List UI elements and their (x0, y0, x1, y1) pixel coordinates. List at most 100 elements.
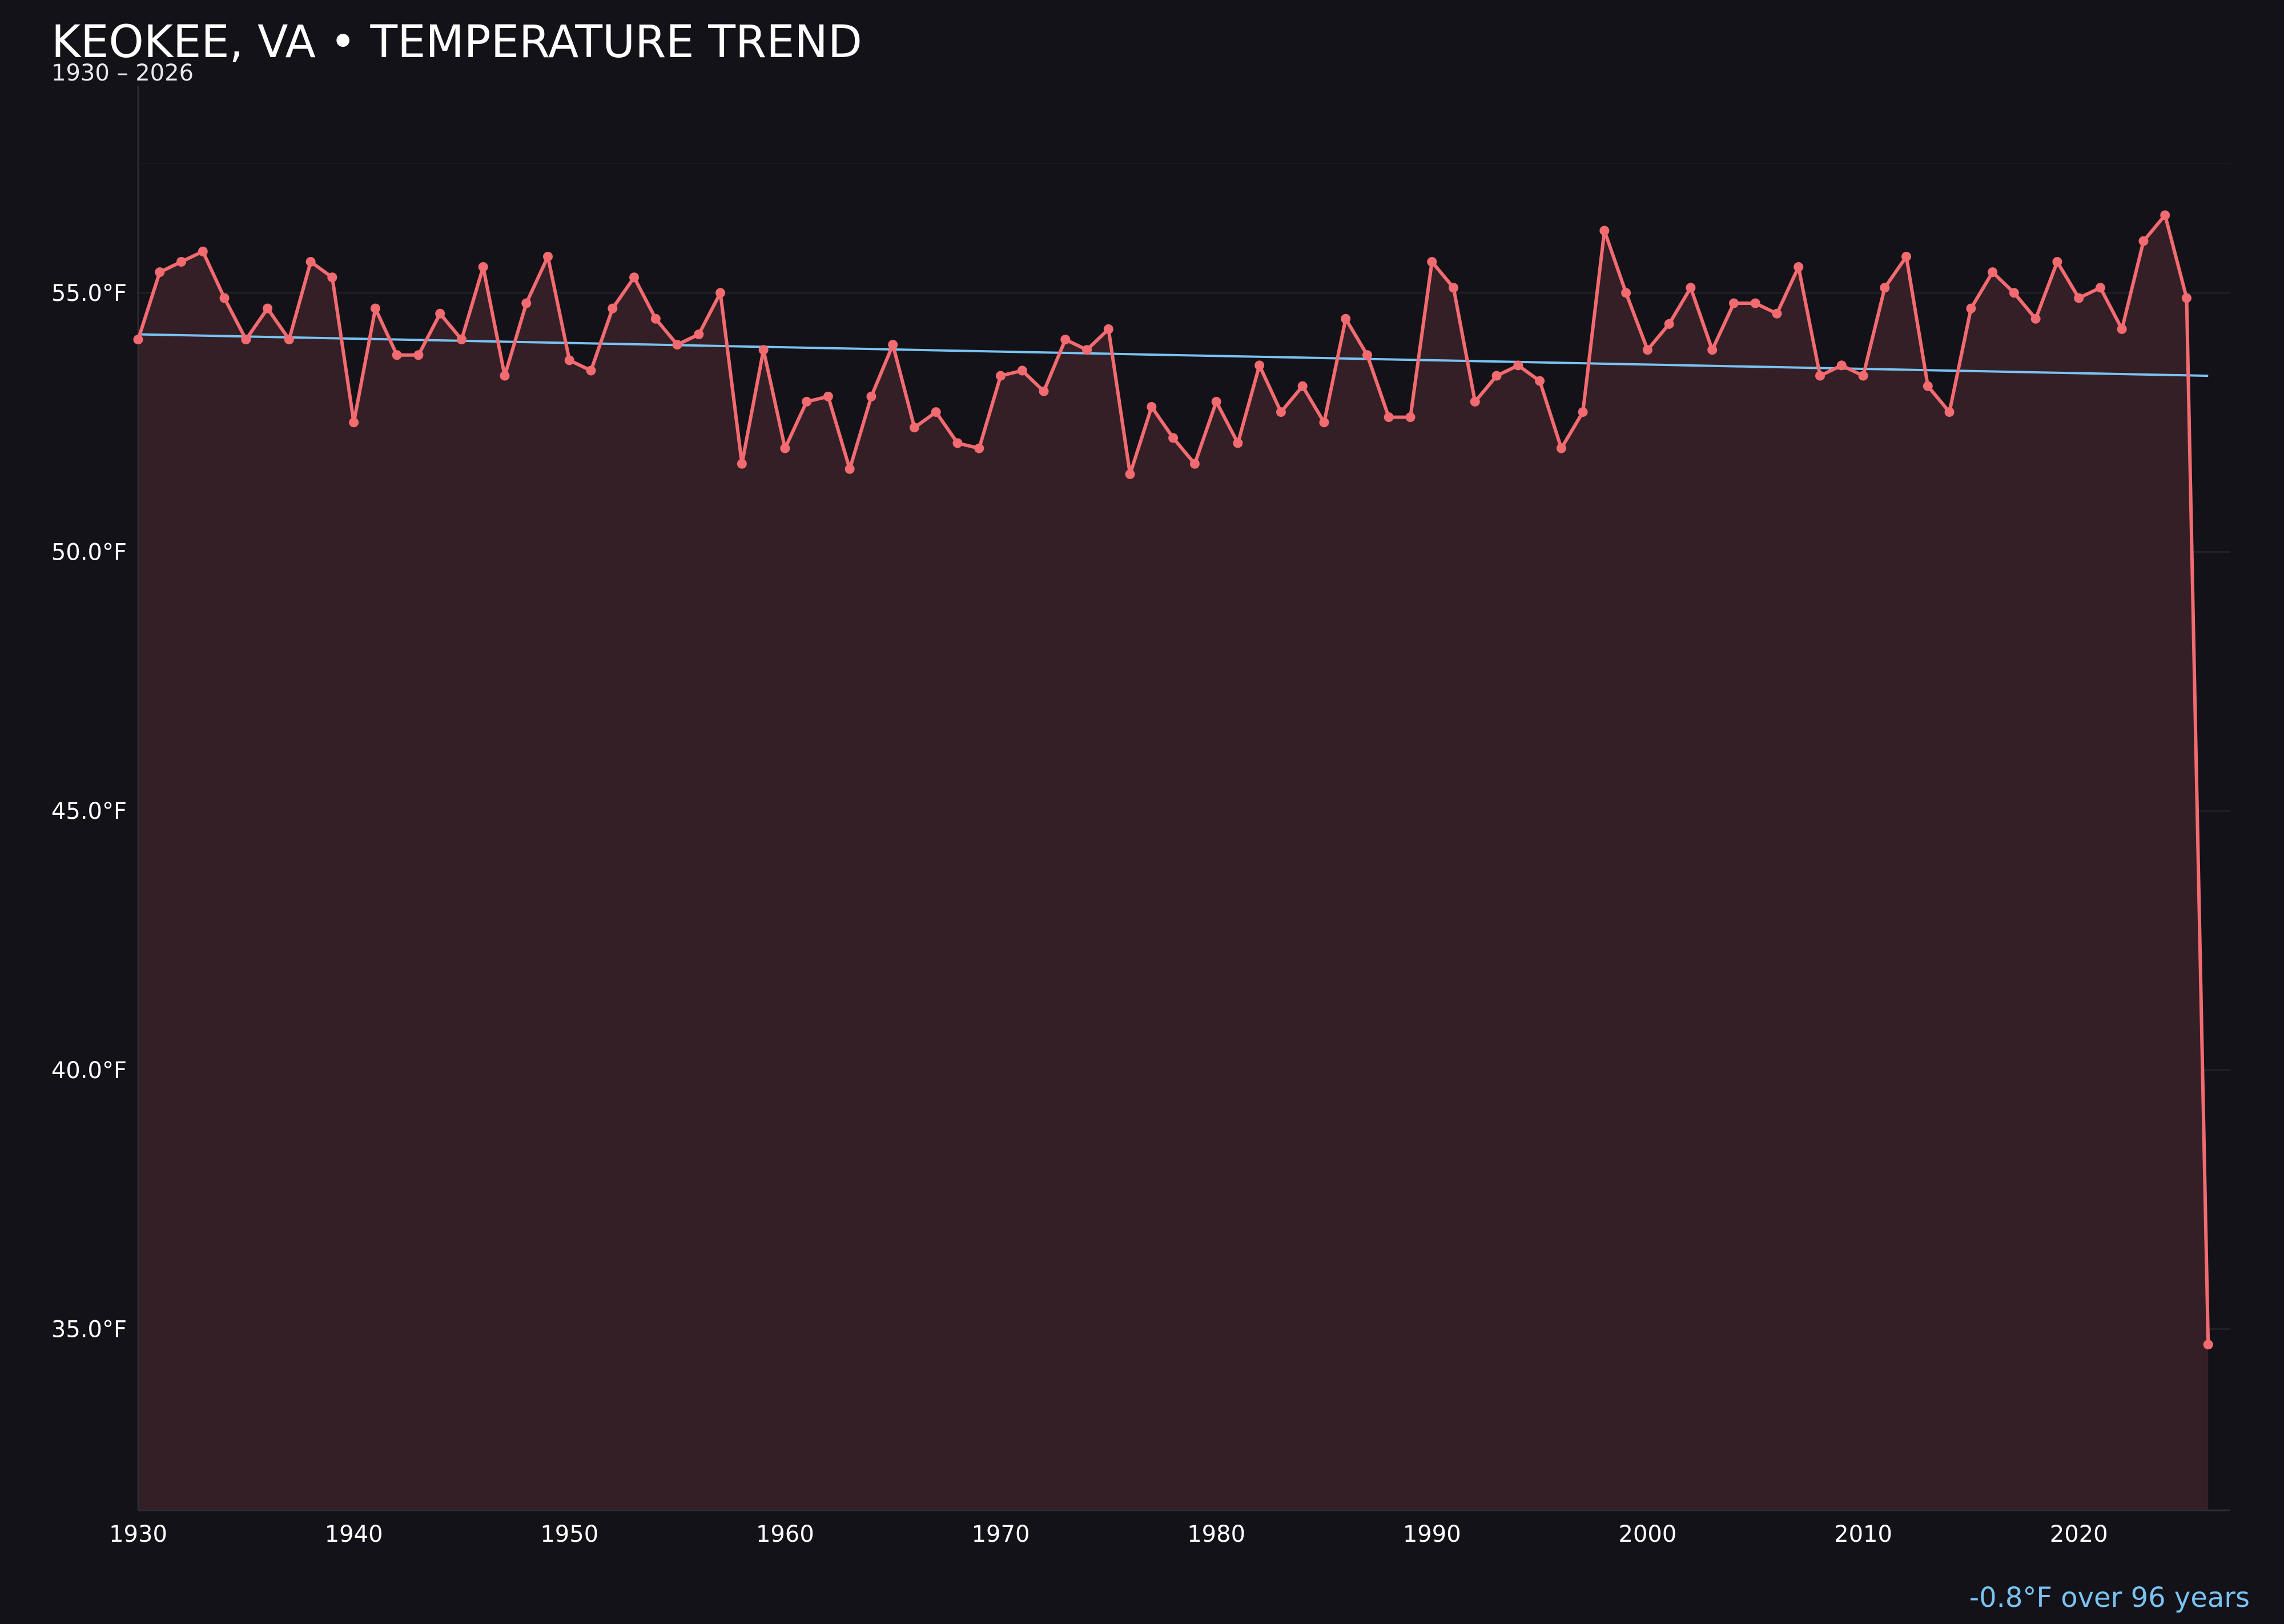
data-point (521, 298, 532, 308)
area-fill-layer (138, 215, 2209, 1511)
x-tick-label: 1940 (325, 1521, 383, 1547)
data-point (1103, 324, 1113, 334)
data-point (435, 308, 445, 319)
data-point (2160, 210, 2170, 220)
x-tick-label: 1960 (756, 1521, 814, 1547)
data-point (1168, 433, 1179, 443)
data-point (1944, 407, 1955, 417)
data-point (1794, 262, 1804, 272)
x-tick-label: 1950 (540, 1521, 598, 1547)
data-point (888, 340, 898, 350)
data-point (758, 345, 769, 355)
data-point (650, 313, 661, 324)
data-point (1060, 335, 1071, 345)
y-tick-label: 40.0°F (51, 1058, 127, 1084)
data-point (1211, 396, 1221, 407)
data-point (219, 293, 230, 303)
data-point (1642, 345, 1652, 355)
data-point (845, 464, 855, 474)
data-point (1427, 256, 1437, 267)
data-point (1319, 417, 1329, 428)
data-point (1578, 407, 1588, 417)
x-tick-label: 2020 (2050, 1521, 2108, 1547)
y-tick-labels: 35.0°F 40.0°F 45.0°F 50.0°F 55.0°F (51, 280, 127, 1343)
x-tick-label: 2000 (1619, 1521, 1677, 1547)
data-point (1017, 365, 1027, 376)
y-tick-label: 55.0°F (51, 280, 127, 307)
data-point (1923, 381, 1933, 391)
data-point (1686, 283, 1696, 293)
y-tick-label: 50.0°F (51, 540, 127, 566)
data-points-layer (133, 210, 2213, 1350)
data-point (1599, 226, 1610, 236)
data-point (1858, 371, 1868, 381)
trend-summary: -0.8°F over 96 years (1969, 1582, 2250, 1614)
data-point (1147, 402, 1157, 412)
data-point (1988, 267, 1998, 278)
data-point (1405, 412, 1416, 423)
data-point (1772, 308, 1782, 319)
data-point (866, 391, 876, 401)
data-point (284, 335, 294, 345)
data-point (1901, 251, 1912, 262)
x-tick-label: 1930 (109, 1521, 167, 1547)
data-point (1728, 298, 1739, 308)
data-point (1621, 288, 1631, 298)
data-point (823, 391, 833, 401)
data-point (996, 371, 1006, 381)
data-point (1470, 396, 1480, 407)
data-point (952, 438, 963, 448)
data-point (542, 251, 553, 262)
data-point (2095, 283, 2105, 293)
data-point (456, 335, 467, 345)
data-point (694, 329, 704, 339)
data-point (1750, 298, 1760, 308)
data-point (1362, 350, 1372, 360)
data-point (1491, 371, 1502, 381)
data-point (1815, 371, 1825, 381)
data-point (2030, 313, 2041, 324)
data-point (2117, 324, 2127, 334)
data-point (1384, 412, 1394, 423)
data-point (1233, 438, 1243, 448)
data-point (155, 267, 165, 278)
data-point (478, 262, 488, 272)
data-point (974, 443, 984, 453)
data-point (629, 272, 640, 283)
data-point (263, 303, 273, 313)
data-point (392, 350, 402, 360)
data-point (176, 256, 187, 267)
data-point (1836, 360, 1847, 371)
data-point (370, 303, 380, 313)
data-point (1297, 381, 1308, 391)
temperature-area (138, 215, 2209, 1511)
data-point (241, 335, 251, 345)
data-point (133, 335, 143, 345)
x-tick-label: 1990 (1403, 1521, 1461, 1547)
data-point (1707, 345, 1718, 355)
y-tick-label: 45.0°F (51, 798, 127, 825)
data-point (1082, 345, 1092, 355)
x-tick-labels: 1930 1940 1950 1960 1970 1980 1990 2000 2010 2020 (109, 1521, 2108, 1547)
data-point (413, 350, 424, 360)
x-tick-label: 1980 (1187, 1521, 1245, 1547)
data-point (2052, 256, 2062, 267)
data-point (672, 340, 682, 350)
data-point (1341, 313, 1351, 324)
data-point (586, 365, 596, 376)
axis-layer (137, 86, 2230, 1512)
data-point (1513, 360, 1523, 371)
data-point (2138, 236, 2149, 246)
x-tick-label: 2010 (1834, 1521, 1892, 1547)
data-point (2009, 288, 2019, 298)
data-point (500, 371, 510, 381)
data-point (780, 443, 790, 453)
data-point (909, 423, 919, 433)
chart-subtitle: 1930 – 2026 (51, 60, 194, 86)
data-point (305, 256, 316, 267)
chart-title: KEOKEE, VA • TEMPERATURE TREND (51, 17, 862, 68)
data-point (1449, 283, 1459, 293)
x-tick-label: 1970 (972, 1521, 1030, 1547)
data-point (802, 396, 812, 407)
